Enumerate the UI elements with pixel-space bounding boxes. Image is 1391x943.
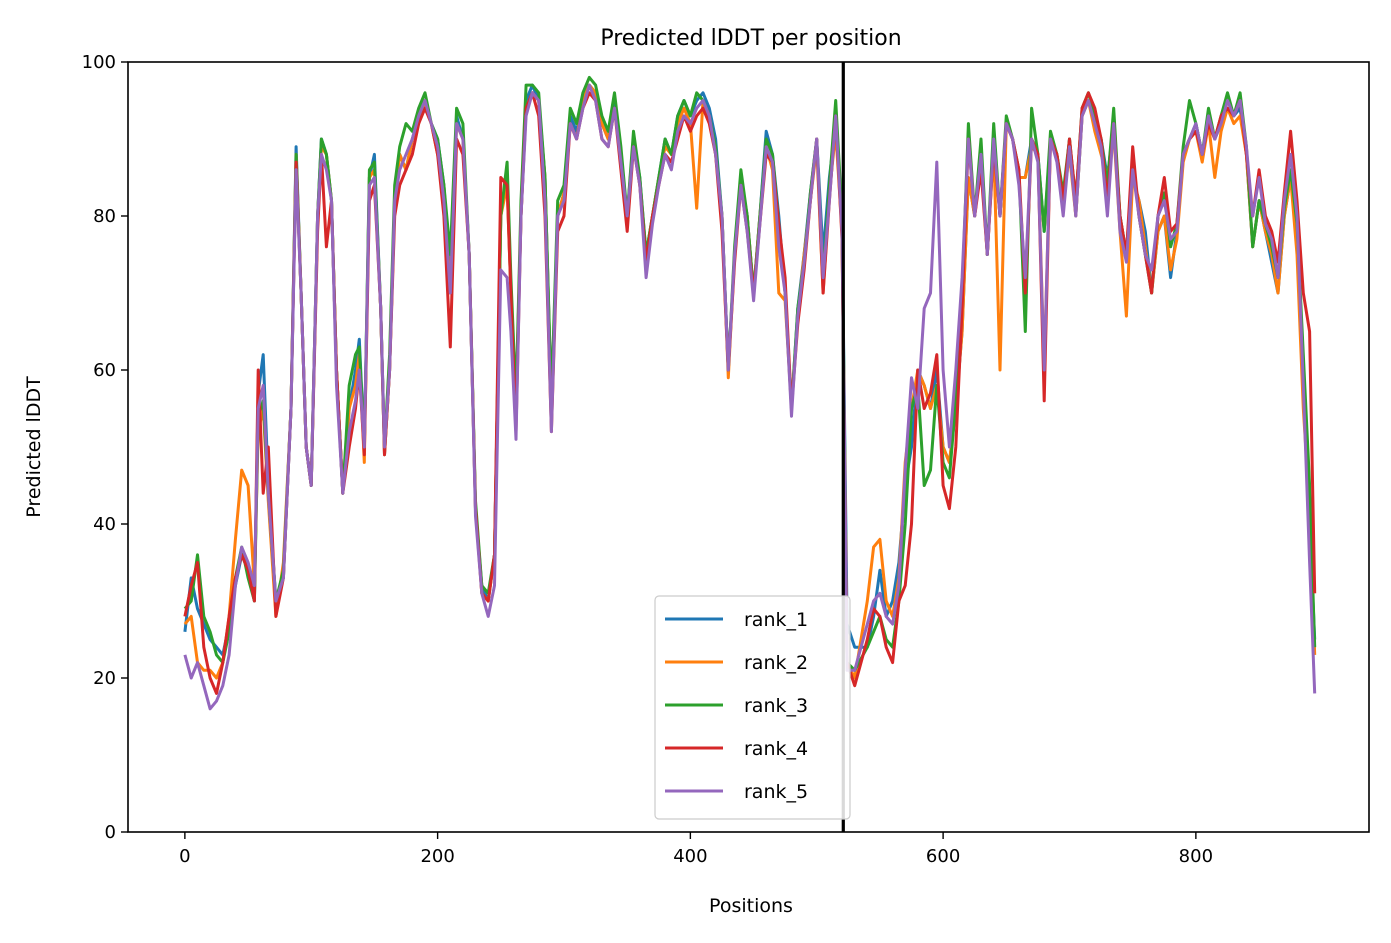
x-tick-label: 800 (1179, 846, 1213, 867)
x-tick-label: 0 (179, 846, 190, 867)
legend-label-rank-1: rank_1 (744, 609, 808, 631)
y-tick-label: 60 (93, 360, 116, 381)
y-tick-label: 100 (82, 52, 116, 73)
legend: rank_1 rank_2 rank_3 rank_4 rank_5 (654, 595, 851, 820)
series-line-rank-1 (183, 83, 1317, 657)
chart-title: Predicted lDDT per position (600, 26, 901, 51)
legend-label-rank-3: rank_3 (744, 695, 808, 717)
y-axis: 0 20 40 60 80 100 (82, 52, 128, 843)
y-tick-label: 0 (105, 822, 116, 843)
x-axis-label: Positions (709, 895, 793, 917)
y-axis-label: Predicted lDDT (23, 376, 45, 518)
series-lines (183, 75, 1317, 711)
y-tick-label: 80 (93, 206, 116, 227)
x-tick-label: 200 (420, 846, 454, 867)
y-tick-label: 40 (93, 514, 116, 535)
y-tick-label: 20 (93, 668, 116, 689)
x-tick-label: 600 (926, 846, 960, 867)
series-line-rank-5 (183, 83, 1317, 711)
plot-frame (127, 61, 1370, 833)
x-tick-label: 400 (673, 846, 707, 867)
legend-label-rank-2: rank_2 (744, 652, 808, 674)
legend-label-rank-5: rank_5 (744, 781, 808, 803)
legend-box (654, 595, 851, 820)
legend-label-rank-4: rank_4 (744, 738, 808, 760)
x-axis: 0 200 400 600 800 (179, 832, 1213, 867)
